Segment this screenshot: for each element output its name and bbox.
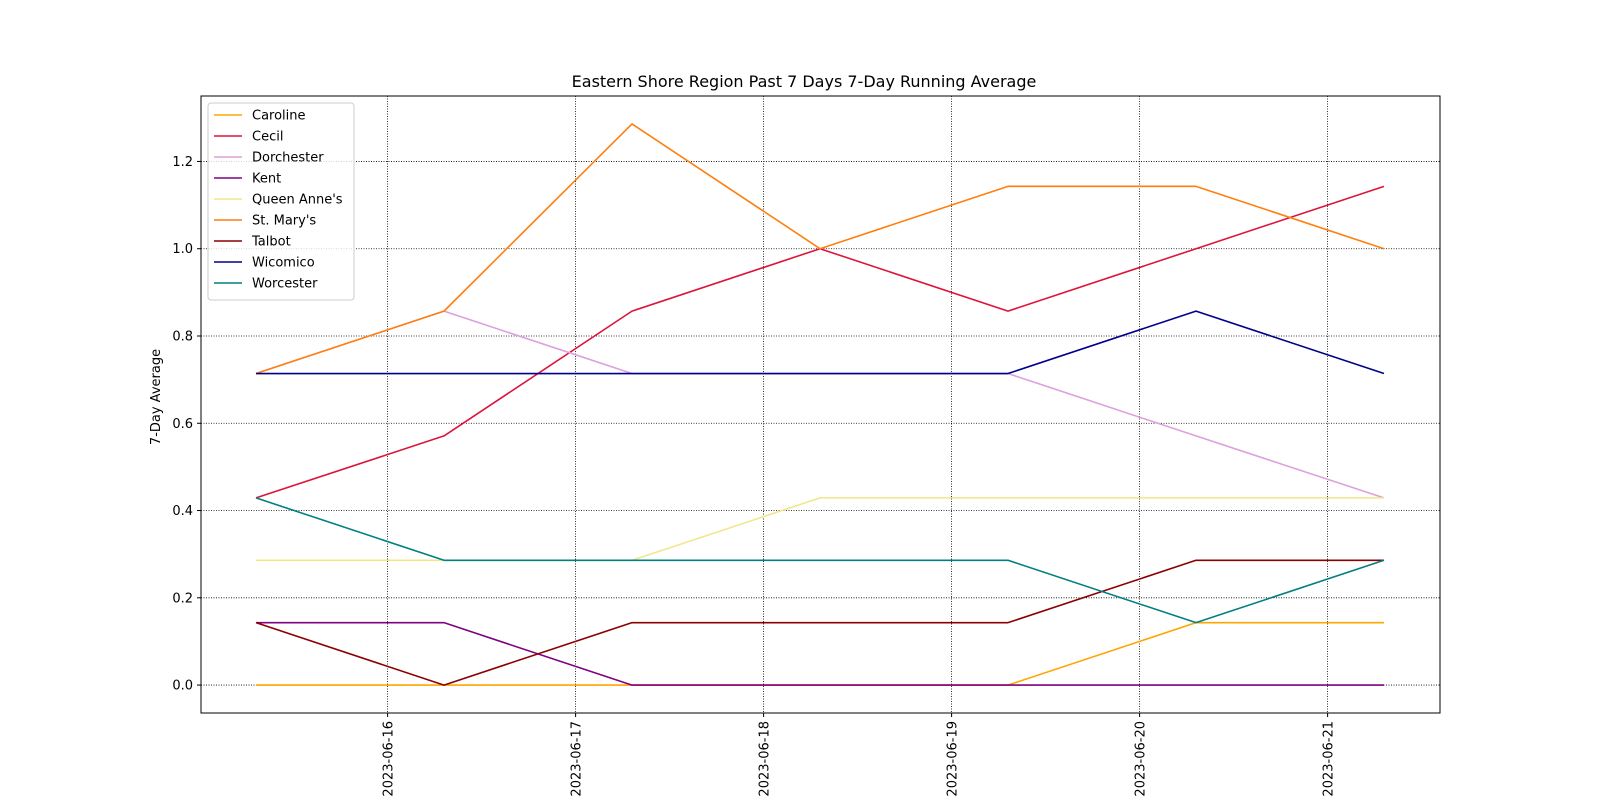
- series-line-st-mary-s: [255, 123, 1385, 375]
- x-tick-label: 2023-06-17: [570, 721, 585, 797]
- series-line-kent: [256, 621, 1384, 686]
- series-line-dorchester: [255, 310, 1385, 499]
- series-line-talbot: [255, 559, 1384, 686]
- y-tick-label: 0.4: [172, 504, 193, 519]
- grid: [201, 96, 1440, 713]
- series-line-queen-anne-s: [256, 497, 1384, 562]
- x-tick-label: 2023-06-18: [758, 721, 773, 797]
- series-line-cecil: [255, 185, 1385, 499]
- series-line-worcester: [255, 497, 1385, 624]
- series-line-caroline: [256, 621, 1384, 686]
- legend-label: Wicomico: [252, 256, 315, 271]
- legend-label: Queen Anne's: [252, 193, 343, 208]
- series-lines: [255, 123, 1385, 686]
- x-tick-label: 2023-06-16: [382, 721, 397, 797]
- y-axis-label: 7-Day Average: [149, 349, 164, 445]
- legend-box: [207, 102, 355, 301]
- legend-label: Worcester: [252, 277, 318, 292]
- x-tick-label: 2023-06-19: [946, 721, 961, 797]
- plot-area-frame: [200, 95, 1441, 714]
- legend-label: Kent: [252, 172, 281, 187]
- y-tick-label: 1.2: [172, 155, 193, 170]
- series-line-wicomico: [256, 310, 1385, 375]
- legend-label: Cecil: [252, 130, 283, 145]
- legend-label: Caroline: [252, 109, 306, 124]
- axis-ticks: 0.0 0.2 0.4 0.6 0.8 1.0 1.2 2023-06-16 2023-06-1…: [172, 155, 1336, 797]
- legend-label: St. Mary's: [252, 214, 316, 229]
- chart-title: Eastern Shore Region Past 7 Days 7-Day R…: [572, 72, 1037, 91]
- x-tick-label: 2023-06-20: [1134, 721, 1149, 797]
- legend-label: Dorchester: [252, 151, 324, 166]
- y-tick-label: 0.0: [172, 679, 193, 694]
- y-tick-label: 0.6: [172, 417, 193, 432]
- legend-label: Talbot: [251, 235, 291, 250]
- y-tick-label: 0.2: [172, 591, 193, 606]
- y-tick-label: 0.8: [172, 329, 193, 344]
- y-tick-label: 1.0: [172, 242, 193, 257]
- legend: Caroline Cecil Dorchester Kent Queen Anne's S…: [207, 102, 355, 301]
- x-tick-label: 2023-06-21: [1322, 721, 1337, 797]
